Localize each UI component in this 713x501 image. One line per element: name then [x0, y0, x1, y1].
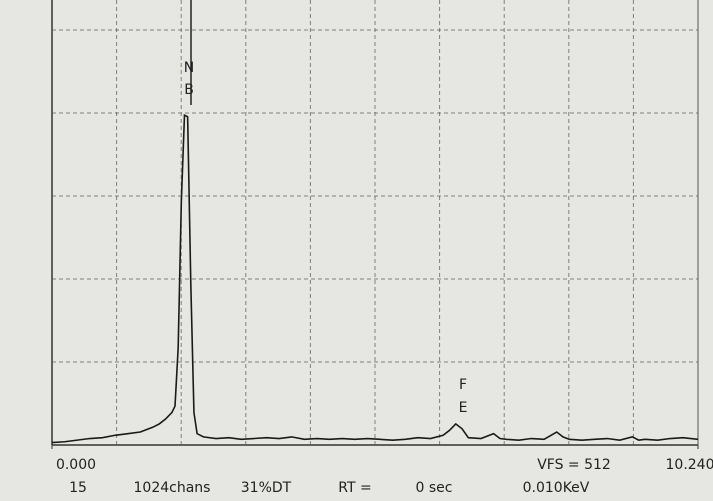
paper: [0, 0, 713, 501]
annotation: B: [184, 82, 194, 98]
x-tick-label: 10.240: [666, 457, 713, 473]
status-text: 0.010KeV: [523, 480, 590, 496]
annotation: E: [459, 400, 468, 416]
status-text: 0 sec: [416, 480, 453, 496]
status-text: 15: [69, 480, 87, 496]
vfs-label: VFS = 512: [537, 457, 611, 473]
status-text: 31%DT: [241, 480, 292, 496]
chart: N B F E VFS = 512 15 1024chans 31%DT RT …: [0, 0, 713, 501]
annotation: N: [184, 60, 194, 76]
status-text: 1024chans: [134, 480, 211, 496]
annotation: F: [459, 377, 467, 393]
x-tick-label: 0.000: [56, 457, 96, 473]
status-text: RT =: [338, 480, 371, 496]
